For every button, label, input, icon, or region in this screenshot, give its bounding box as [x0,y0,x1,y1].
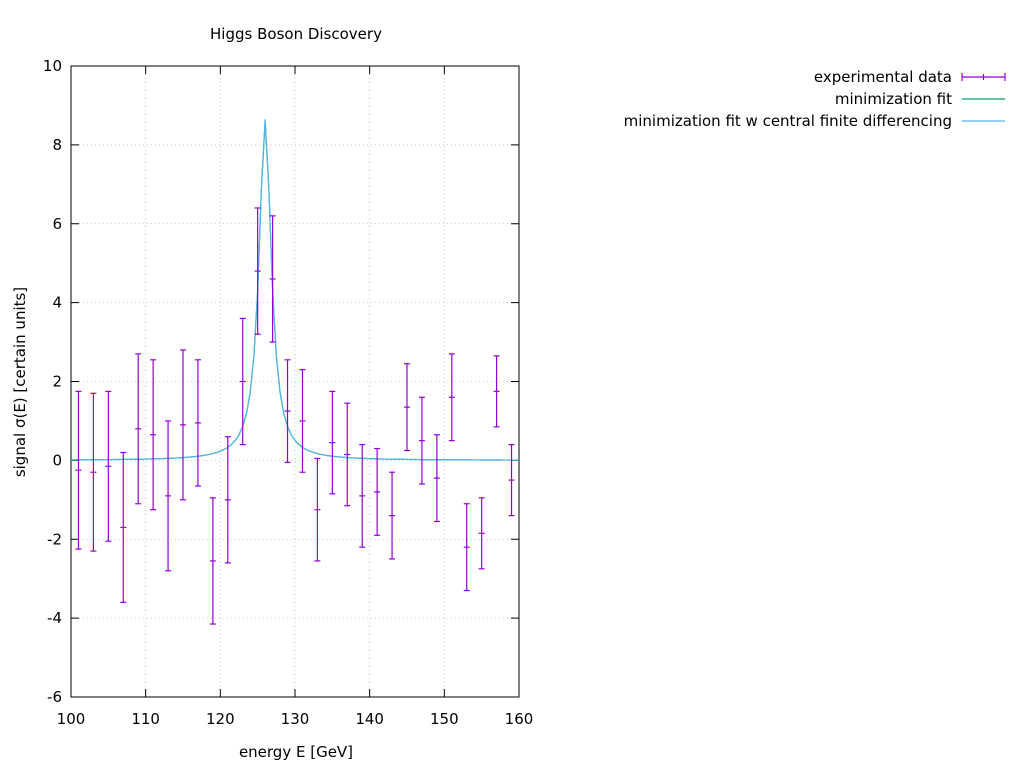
data-point [418,396,425,485]
y-tick-label: 4 [52,294,62,312]
x-tick-label: 110 [131,710,160,728]
data-point [433,434,440,523]
legend-label: experimental data [814,68,952,86]
y-tick-label: -2 [47,530,62,548]
data-point [284,359,291,463]
data-point [135,353,142,505]
x-tick-label: 120 [206,710,235,728]
data-point [448,353,455,442]
data-point [463,503,470,592]
x-tick-label: 140 [355,710,384,728]
data-point [150,359,157,511]
data-point [299,369,306,473]
y-tick-label: 0 [52,451,62,469]
legend-label: minimization fit [835,90,952,108]
legend: experimental data minimization fit minimiz… [624,68,1006,130]
y-axis-label: signal σ(E) [certain units] [11,287,29,477]
y-tick-label: 10 [43,57,62,75]
data-point [478,497,485,570]
data-point [194,359,201,487]
data-point [359,444,366,548]
legend-label: minimization fit w central finite differ… [624,112,952,130]
data-point [389,471,396,560]
data-point [344,402,351,507]
x-axis-label: energy E [GeV] [239,743,353,761]
data-point [269,215,276,343]
axes: 100 110 120 130 140 150 160 -6 -4 -2 0 2 4 6 8 10 [43,57,533,728]
fit-curve [70,119,520,461]
y-tick-label: -6 [47,688,62,706]
data-point [180,349,186,501]
data-point [493,355,500,428]
y-tick-label: 2 [52,373,62,391]
y-tick-label: -4 [47,609,62,627]
data-point [404,363,410,452]
data-point [90,392,97,552]
data-point [374,447,381,536]
data-point [508,444,515,517]
data-point [209,497,216,625]
data-point [239,317,246,446]
data-point [224,436,231,564]
data-point [314,457,321,562]
y-tick-label: 6 [52,215,62,233]
grid-lines [71,66,519,697]
x-tick-label: 150 [430,710,459,728]
x-tick-label: 130 [281,710,310,728]
data-point [105,390,112,542]
y-tick-label: 8 [52,136,62,154]
chart-title: Higgs Boson Discovery [210,25,382,43]
data-point [120,451,127,603]
data-point [165,420,172,572]
x-tick-label: 160 [505,710,534,728]
data-point [254,207,261,335]
data-point [329,390,336,495]
x-tick-label: 100 [57,710,86,728]
series-layer [70,119,520,625]
data-point [75,390,82,550]
